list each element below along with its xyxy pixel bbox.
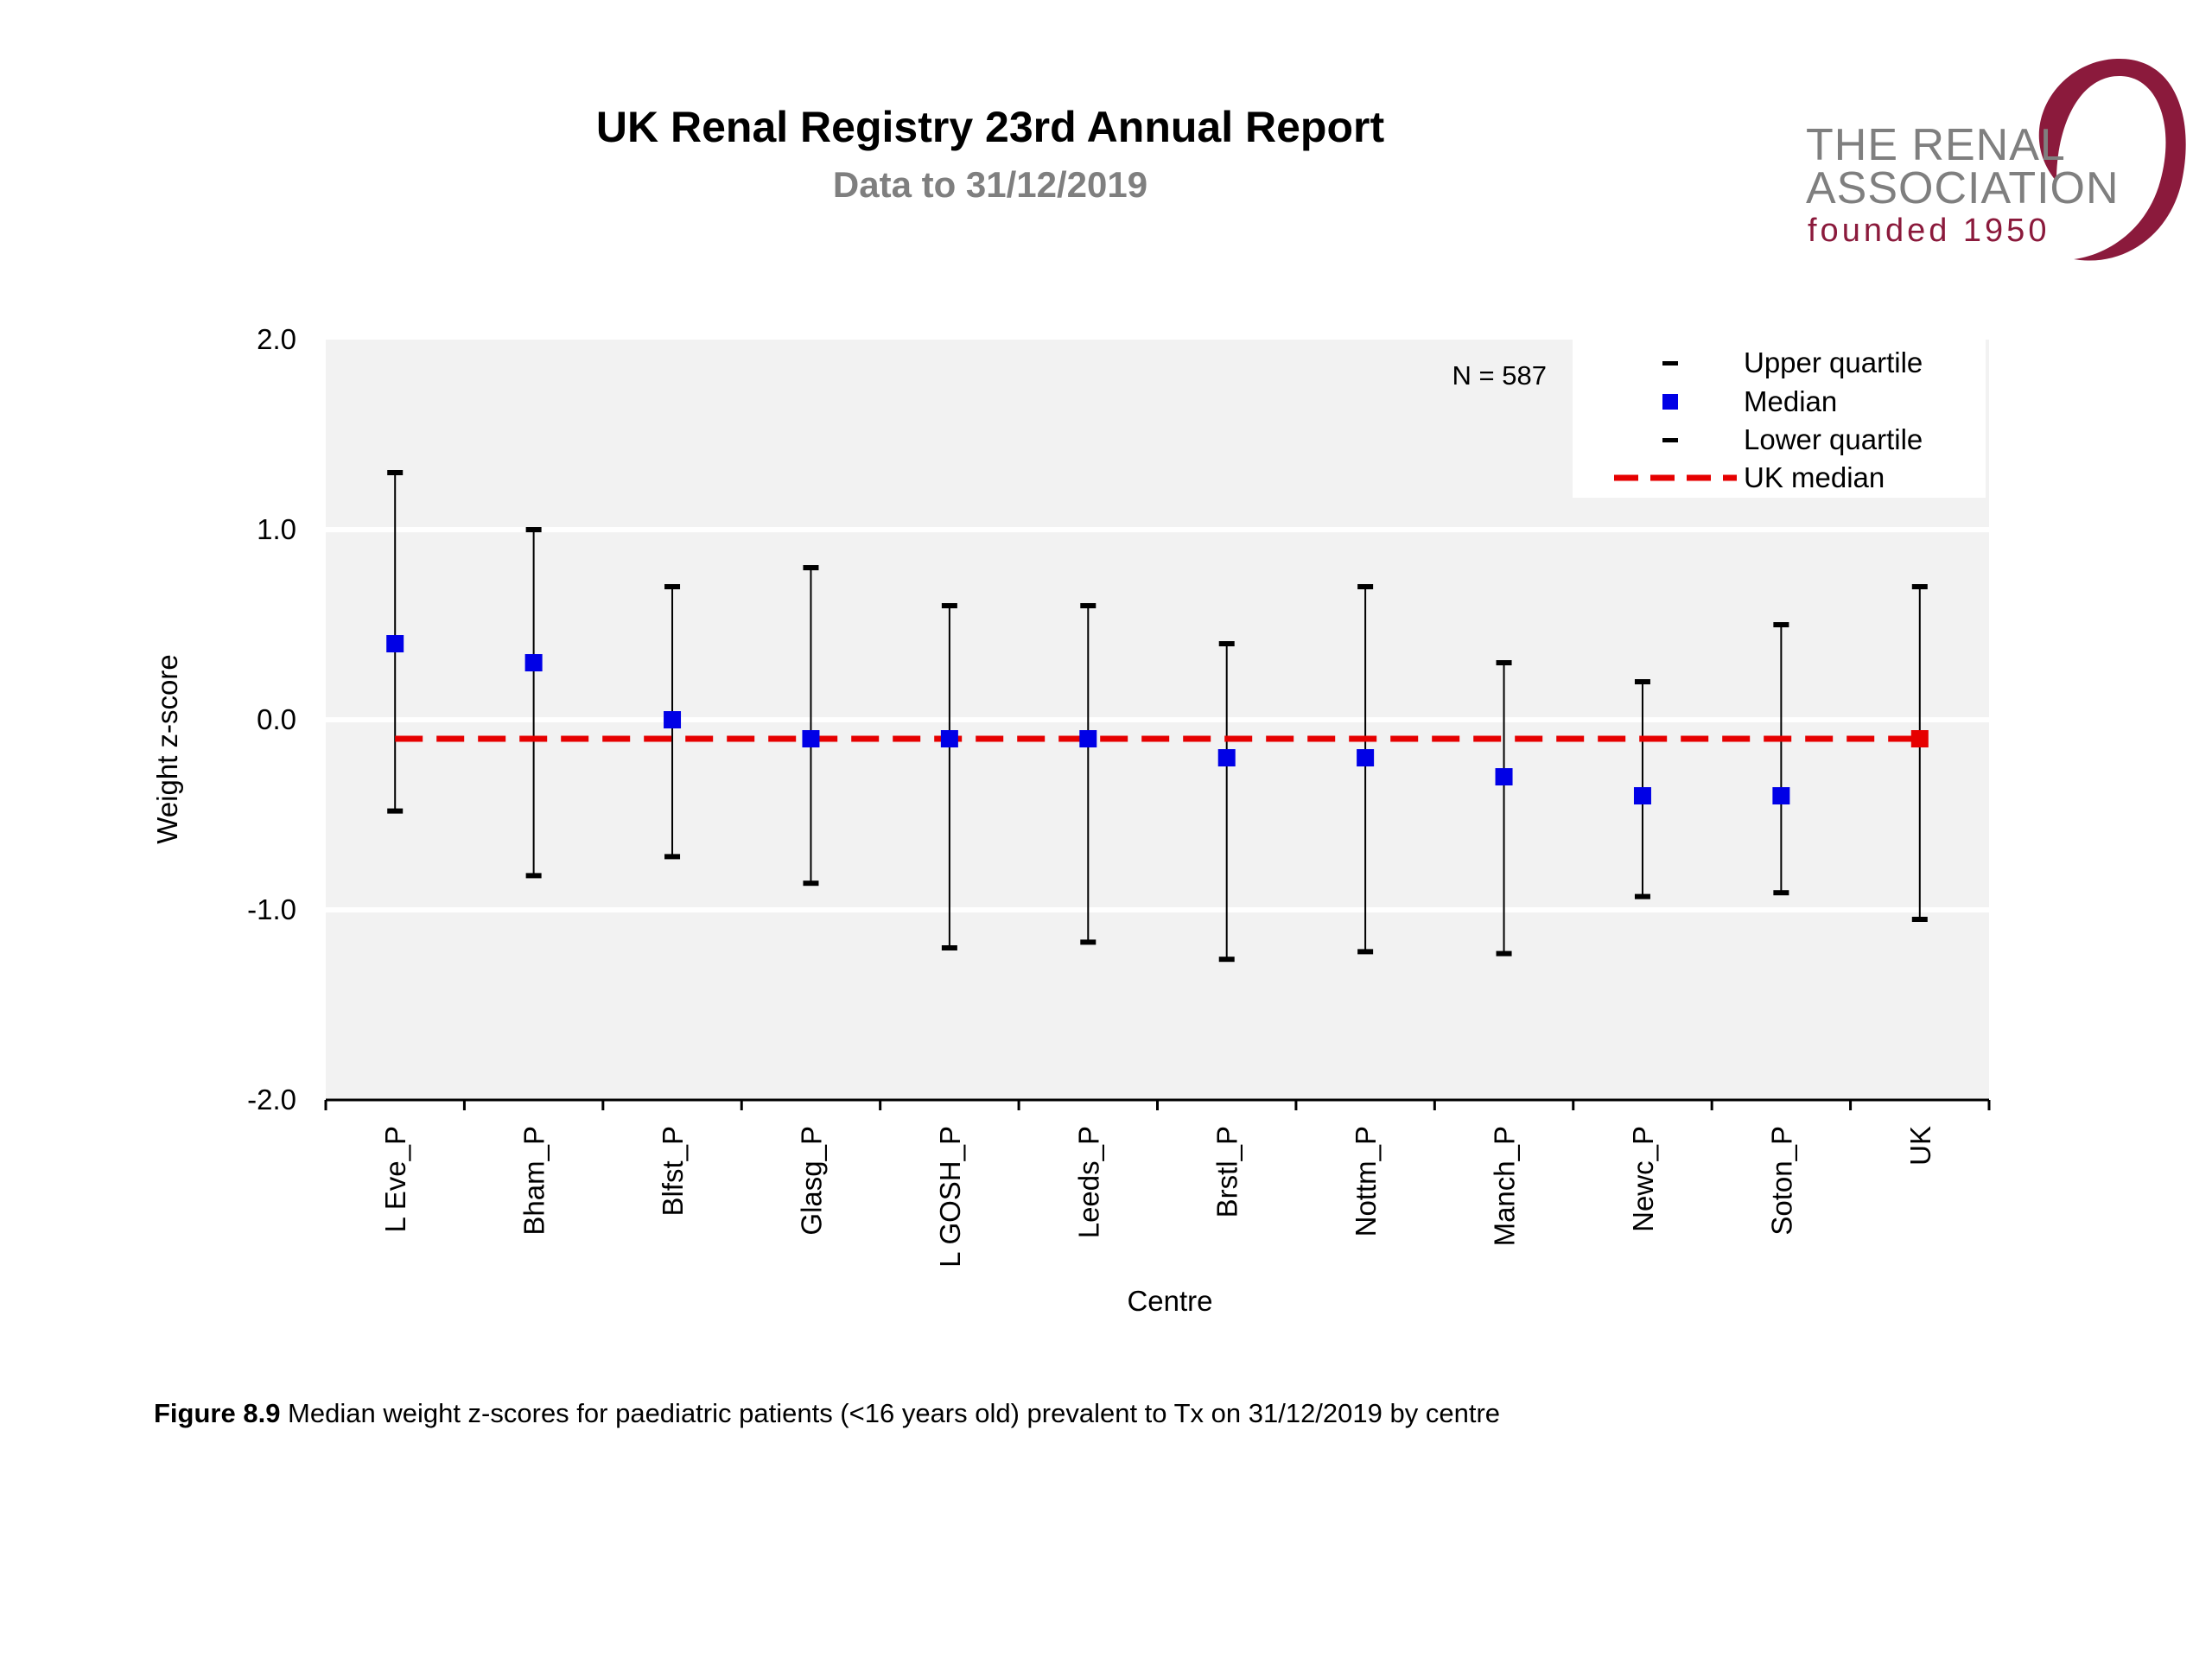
- lower-quartile-mark: [941, 945, 957, 950]
- caption-text: Median weight z-scores for paediatric pa…: [280, 1398, 1501, 1428]
- upper-quartile-mark: [1773, 622, 1789, 627]
- median-point: [1633, 787, 1651, 804]
- lower-quartile-mark: [1080, 939, 1096, 945]
- upper-quartile-mark: [803, 565, 819, 570]
- x-tick-label: Newc_P: [1627, 1126, 1659, 1232]
- upper-quartile-mark: [525, 527, 542, 532]
- y-tick-label: 2.0: [257, 323, 296, 355]
- median-point: [1217, 749, 1236, 766]
- median-point: [1772, 787, 1790, 804]
- report-subtitle: Data to 31/12/2019: [832, 164, 1148, 205]
- lower-quartile-mark: [387, 808, 404, 814]
- x-tick-label: Glasg_P: [795, 1126, 827, 1236]
- median-points: [386, 635, 1929, 804]
- x-axis-label: Centre: [1127, 1285, 1212, 1317]
- median-point: [940, 730, 958, 747]
- lower-quartile-mark: [664, 854, 681, 860]
- upper-quartile-mark: [664, 584, 681, 589]
- lower-quartile-mark: [525, 873, 542, 879]
- median-point: [802, 730, 820, 747]
- lower-quartile-mark: [1357, 949, 1374, 955]
- upper-quartile-mark: [1357, 584, 1374, 589]
- lower-quartile-mark: [1911, 917, 1928, 922]
- upper-quartile-mark: [1911, 584, 1928, 589]
- x-tick-label: Leeds_P: [1072, 1126, 1104, 1238]
- y-axis-label: Weight z-score: [151, 654, 183, 843]
- y-tick-label: 1.0: [257, 513, 296, 545]
- whiskers: [387, 470, 1928, 963]
- x-tick-label: Brstl_P: [1211, 1126, 1243, 1217]
- x-tick-label: UK: [1904, 1126, 1936, 1166]
- upper-quartile-mark: [1080, 603, 1096, 608]
- median-point: [1495, 768, 1513, 785]
- upper-quartile-mark: [941, 603, 957, 608]
- y-axis-ticks: 2.0 1.0 0.0 -1.0 -2.0: [247, 323, 296, 1116]
- x-tick-label: Soton_P: [1765, 1126, 1797, 1236]
- caption-label: Figure 8.9: [154, 1398, 281, 1428]
- x-tick-label: Nottm_P: [1350, 1126, 1382, 1236]
- logo-line-3: founded 1950: [1808, 213, 2050, 249]
- logo-swirl-icon: [2038, 58, 2186, 261]
- legend: Upper quartile Median Lower quartile UK …: [1573, 340, 1986, 498]
- median-point: [386, 635, 404, 652]
- legend-lower-label: Lower quartile: [1744, 423, 1923, 455]
- upper-quartile-mark: [1496, 660, 1512, 665]
- upper-quartile-mark: [387, 470, 404, 475]
- lower-quartile-mark: [1496, 950, 1512, 957]
- x-tick-label: Blfst_P: [657, 1126, 689, 1217]
- x-tick-label: L GOSH_P: [934, 1126, 966, 1268]
- legend-upper-label: Upper quartile: [1744, 346, 1923, 378]
- report-title: UK Renal Registry 23rd Annual Report: [595, 103, 1385, 151]
- median-point: [1910, 730, 1929, 747]
- legend-lower-marker: [1662, 438, 1678, 442]
- y-tick-label: -2.0: [247, 1084, 296, 1116]
- median-point: [1079, 730, 1097, 747]
- n-annotation: N = 587: [1452, 360, 1547, 391]
- lower-quartile-mark: [1218, 957, 1235, 963]
- upper-quartile-mark: [1218, 641, 1235, 646]
- logo-line-2: ASSOCIATION: [1806, 163, 2120, 213]
- x-tick-label: L Eve_P: [379, 1126, 411, 1233]
- lower-quartile-mark: [1634, 893, 1650, 899]
- legend-box: [1573, 340, 1986, 498]
- y-tick-label: -1.0: [247, 893, 296, 925]
- median-point: [524, 654, 543, 671]
- x-tick-label: Manch_P: [1489, 1126, 1521, 1246]
- renal-association-logo: THE RENAL ASSOCIATION founded 1950: [1797, 52, 2195, 268]
- upper-quartile-mark: [1634, 679, 1650, 684]
- y-tick-label: 0.0: [257, 703, 296, 735]
- gridlines: [326, 527, 1989, 912]
- lower-quartile-mark: [803, 880, 819, 887]
- median-point: [1357, 749, 1375, 766]
- legend-median-marker: [1662, 394, 1678, 410]
- legend-median-label: Median: [1744, 385, 1837, 417]
- logo-line-1: THE RENAL: [1806, 120, 2066, 170]
- median-point: [664, 711, 682, 728]
- x-tick-label: Bham_P: [518, 1126, 550, 1236]
- lower-quartile-mark: [1773, 890, 1789, 896]
- legend-upper-marker: [1662, 361, 1678, 365]
- legend-uk-label: UK median: [1744, 461, 1885, 493]
- figure-caption: Figure 8.9 Median weight z-scores for pa…: [154, 1398, 1500, 1429]
- x-axis: L Eve_P Bham_P Blfst_P Glasg_P L GOSH_P Leeds…: [324, 1098, 1991, 1268]
